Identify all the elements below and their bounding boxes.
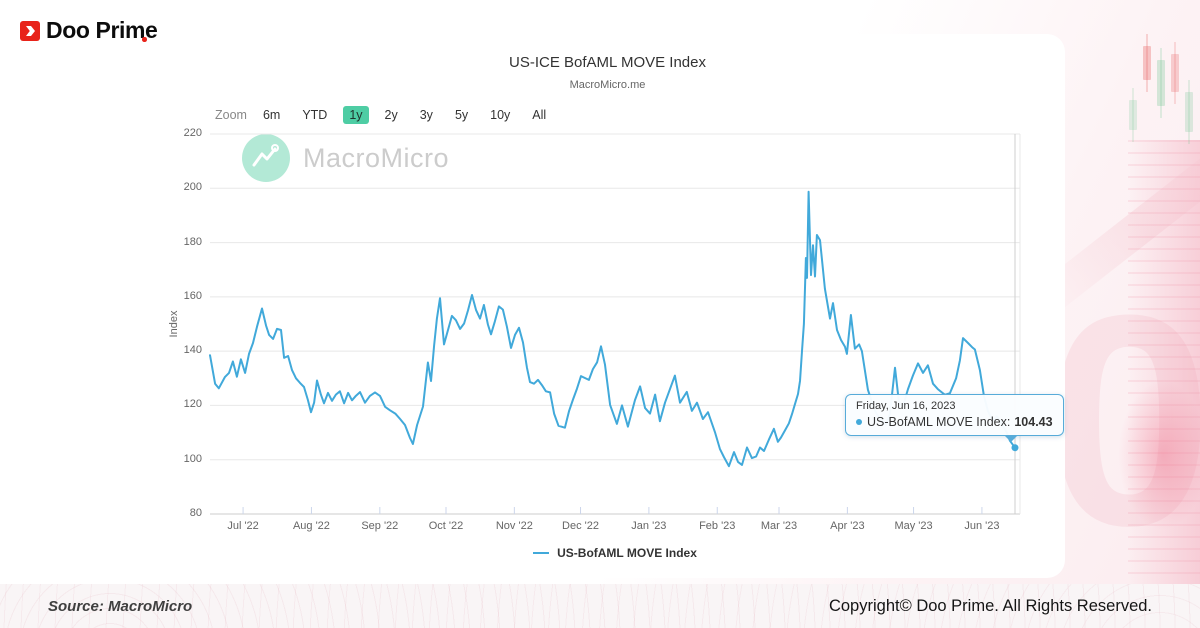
- decor-candlestick: [1129, 88, 1137, 142]
- legend[interactable]: US-BofAML MOVE Index: [210, 546, 1020, 560]
- tooltip-series-line: US-BofAML MOVE Index: 104.43: [856, 415, 1053, 429]
- x-axis-tick-label: Sep '22: [361, 520, 399, 532]
- watermark-text: MacroMicro: [303, 142, 450, 173]
- y-axis-tick-label: 220: [183, 127, 202, 139]
- tooltip-series-label: US-BofAML MOVE Index:: [867, 415, 1011, 429]
- y-axis-tick-label: 80: [189, 507, 202, 519]
- x-axis-tick-label: Mar '23: [760, 520, 798, 532]
- range-button-3y[interactable]: 3y: [419, 108, 433, 122]
- tooltip-arrow: [1004, 435, 1018, 442]
- series-dot-icon: [856, 419, 862, 425]
- candle-wick: [1174, 42, 1176, 104]
- legend-line-marker: [533, 552, 550, 554]
- chart-subtitle: MacroMicro.me: [569, 79, 646, 91]
- range-button-10y[interactable]: 10y: [490, 108, 511, 122]
- decor-candlestick: [1143, 34, 1151, 92]
- tooltip-date: Friday, Jun 16, 2023: [856, 400, 956, 412]
- range-selector: Zoom 6m YTD 1y 2y 3y 5y 10y All: [215, 106, 552, 124]
- doo-prime-logo: Doo Prime: [20, 17, 158, 44]
- range-button-5y[interactable]: 5y: [454, 108, 469, 122]
- doo-prime-logo-icon: [20, 20, 40, 41]
- arrow-icon: [26, 25, 35, 36]
- x-axis-tick-label: Jan '23: [631, 520, 667, 532]
- y-axis-tick-label: 140: [183, 344, 202, 357]
- x-axis-tick-label: Dec '22: [562, 520, 599, 532]
- x-axis-tick-label: Jul '22: [227, 520, 259, 532]
- range-button-YTD[interactable]: YTD: [302, 108, 328, 122]
- y-axis-tick-label: 100: [183, 452, 202, 465]
- range-button-All[interactable]: All: [532, 108, 547, 122]
- copyright-text: Copyright© Doo Prime. All Rights Reserve…: [828, 596, 1152, 615]
- decor-candlestick: [1157, 48, 1165, 118]
- y-axis-tick-label: 160: [183, 289, 202, 302]
- y-axis-tick-label: 200: [183, 181, 202, 194]
- macromicro-watermark: MacroMicro: [242, 134, 449, 182]
- candle-wick: [1146, 34, 1148, 92]
- candle-wick: [1160, 48, 1162, 118]
- chart-header: US-ICE BofAML MOVE Index MacroMicro.me: [150, 54, 1065, 91]
- source-credit: Source: MacroMicro: [48, 597, 193, 615]
- chart-card: US-ICE BofAML MOVE Index MacroMicro.me: [150, 34, 1065, 578]
- move-index-line: [209, 190, 1016, 468]
- y-axis-tick-label: 180: [183, 235, 202, 248]
- decor-zero-digit: 0: [1046, 270, 1200, 570]
- x-axis-tick-label: Nov '22: [495, 520, 533, 532]
- candle-wick: [1188, 80, 1190, 144]
- chart-tooltip: Friday, Jun 16, 2023 US-BofAML MOVE Inde…: [845, 394, 1064, 442]
- x-axis-tick-label: Jun '23: [964, 520, 1000, 532]
- decor-pink-blob: [1118, 380, 1200, 530]
- decor-candlestick: [1185, 80, 1193, 144]
- x-axis-tick-label: Apr '23: [830, 520, 865, 532]
- range-buttons: 6m YTD 1y 2y 3y 5y 10y All: [257, 106, 552, 124]
- x-axis-tick-label: Aug '22: [292, 520, 330, 532]
- x-axis-tick-label: Feb '23: [699, 520, 736, 532]
- candle-wick: [1132, 88, 1134, 142]
- decor-candlestick: [1171, 42, 1179, 104]
- y-axis-tick-label: 120: [183, 398, 202, 411]
- chart-title: US-ICE BofAML MOVE Index: [508, 54, 706, 71]
- range-button-6m[interactable]: 6m: [262, 108, 281, 122]
- brand-i-dot: [142, 37, 147, 42]
- x-axis-tick-label: May '23: [894, 520, 933, 532]
- macromicro-logo-icon: [242, 134, 290, 182]
- x-axis-tick-label: Oct '22: [428, 520, 464, 532]
- zoom-label: Zoom: [215, 108, 247, 122]
- legend-label: US-BofAML MOVE Index: [557, 546, 697, 560]
- last-point-marker: [1011, 444, 1019, 452]
- tooltip-value: 104.43: [1014, 415, 1053, 429]
- range-button-1y[interactable]: 1y: [343, 106, 369, 124]
- brand-name: Doo Prime: [46, 17, 158, 43]
- decor-pink-band: [1128, 140, 1200, 590]
- footer-bar: Source: MacroMicro Copyright© Doo Prime.…: [0, 584, 1200, 628]
- range-button-2y[interactable]: 2y: [384, 108, 398, 122]
